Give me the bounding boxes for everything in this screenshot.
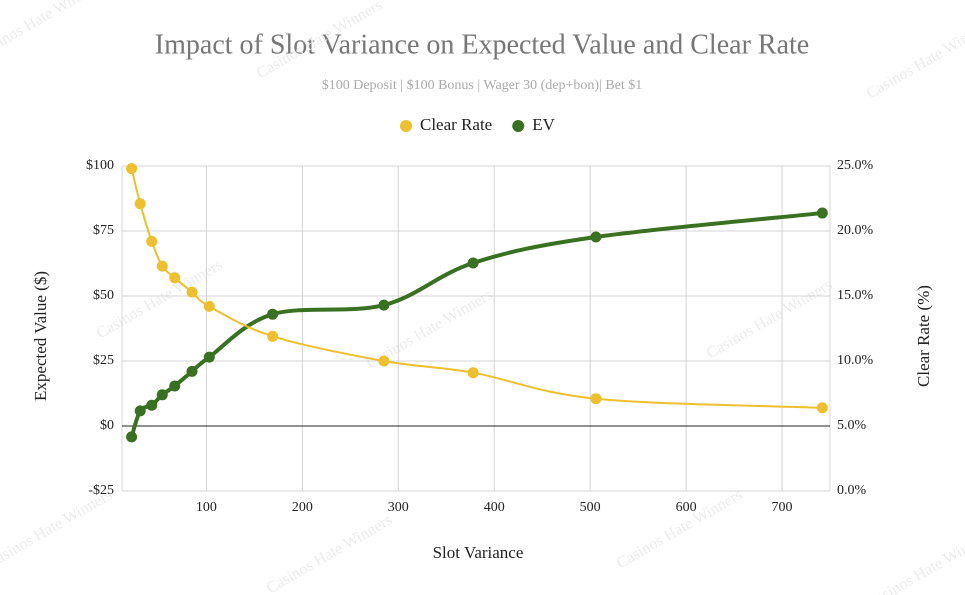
y2-tick-label: 10.0% bbox=[837, 353, 874, 368]
data-point bbox=[134, 198, 146, 210]
data-point bbox=[590, 231, 602, 243]
data-point bbox=[186, 365, 198, 377]
y2-tick-label: 15.0% bbox=[837, 288, 874, 303]
data-point bbox=[267, 330, 279, 342]
data-point bbox=[156, 260, 168, 272]
y-tick-label: $100 bbox=[86, 158, 114, 173]
data-point bbox=[267, 308, 279, 320]
x-tick-label: 700 bbox=[772, 500, 793, 515]
data-point bbox=[816, 207, 828, 219]
x-tick-label: 400 bbox=[484, 500, 505, 515]
y-tick-label: $25 bbox=[93, 353, 114, 368]
x-tick-label: 600 bbox=[676, 500, 697, 515]
legend-label: EV bbox=[532, 115, 555, 134]
y2-axis-label: Clear Rate (%) bbox=[914, 285, 933, 387]
watermark: Casinos Hate Winners bbox=[704, 276, 836, 362]
watermark: Casinos Hate Winners bbox=[864, 526, 965, 595]
data-point bbox=[134, 405, 146, 417]
chart-title: Impact of Slot Variance on Expected Valu… bbox=[155, 29, 809, 60]
legend-marker bbox=[512, 120, 525, 132]
data-point bbox=[467, 367, 479, 379]
y-tick-label: $0 bbox=[100, 418, 114, 433]
y2-tick-label: 5.0% bbox=[837, 418, 867, 433]
x-tick-label: 300 bbox=[388, 500, 409, 515]
y2-tick-label: 20.0% bbox=[837, 223, 874, 238]
y-tick-label: $50 bbox=[93, 288, 114, 303]
x-tick-label: 500 bbox=[580, 500, 601, 515]
watermark: Casinos Hate Winners bbox=[0, 0, 105, 62]
data-point bbox=[126, 163, 138, 175]
x-tick-label: 100 bbox=[196, 500, 217, 515]
data-point bbox=[378, 299, 390, 311]
data-point bbox=[126, 431, 138, 443]
x-tick-label: 200 bbox=[292, 500, 313, 515]
y-axis-label: Expected Value ($) bbox=[31, 271, 50, 401]
data-point bbox=[146, 235, 158, 247]
y-tick-label: $75 bbox=[93, 223, 114, 238]
watermark: Casinos Hate Winners bbox=[864, 16, 965, 102]
y2-tick-label: 0.0% bbox=[837, 483, 867, 498]
chart-subtitle: $100 Deposit | $100 Bonus | Wager 30 (de… bbox=[322, 78, 643, 93]
legend-label: Clear Rate bbox=[420, 115, 492, 134]
data-point bbox=[378, 355, 390, 367]
x-axis-label: Slot Variance bbox=[433, 543, 524, 562]
data-point bbox=[203, 351, 215, 363]
data-point bbox=[169, 272, 181, 284]
data-point bbox=[156, 389, 168, 401]
legend-marker bbox=[400, 120, 412, 132]
data-point bbox=[816, 402, 828, 414]
y-tick-label: -$25 bbox=[88, 483, 114, 498]
data-point bbox=[169, 380, 181, 392]
watermark: Casinos Hate Winners bbox=[264, 511, 396, 595]
y2-tick-label: 25.0% bbox=[837, 158, 874, 173]
data-point bbox=[590, 393, 602, 405]
watermark: Casinos Hate Winners bbox=[0, 486, 115, 572]
data-point bbox=[467, 257, 479, 269]
data-point bbox=[203, 300, 215, 312]
data-point bbox=[186, 286, 198, 298]
data-point bbox=[146, 399, 158, 411]
series-line bbox=[129, 211, 823, 438]
